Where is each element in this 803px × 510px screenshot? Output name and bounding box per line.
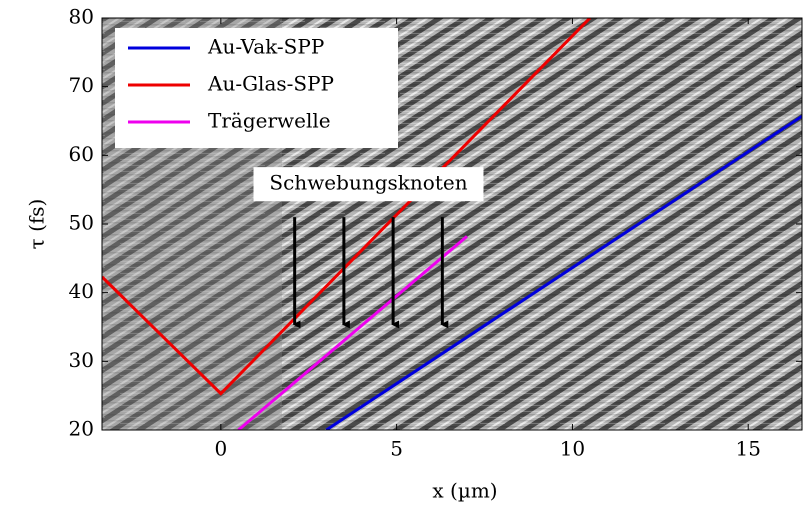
y-tick-label: 20 — [69, 417, 94, 441]
legend-label: Au-Glas-SPP — [207, 72, 334, 96]
legend-label: Trägerwelle — [208, 109, 331, 133]
plot-area — [102, 18, 802, 430]
y-tick-label: 30 — [69, 348, 94, 372]
series-line — [325, 114, 802, 430]
x-tick-label: 0 — [214, 437, 227, 461]
series-line — [237, 235, 468, 430]
y-axis-label: τ (fs) — [25, 199, 49, 250]
x-tick-label: 10 — [560, 437, 585, 461]
annotation: Schwebungsknoten — [269, 171, 467, 195]
y-tick-label: 50 — [69, 211, 94, 235]
y-tick-label: 70 — [69, 73, 94, 97]
y-tick-label: 80 — [69, 5, 94, 29]
x-axis-label: x (µm) — [432, 479, 497, 503]
y-tick-label: 60 — [69, 142, 94, 166]
series-line — [102, 18, 592, 396]
y-tick-label: 40 — [69, 279, 94, 303]
legend: Au-Vak-SPP Au-Glas-SPP Trägerwelle — [115, 28, 398, 148]
x-tick-label: 15 — [735, 437, 760, 461]
annotation-box — [253, 167, 484, 202]
x-tick-label: 5 — [390, 437, 403, 461]
legend-label: Au-Vak-SPP — [207, 35, 324, 59]
